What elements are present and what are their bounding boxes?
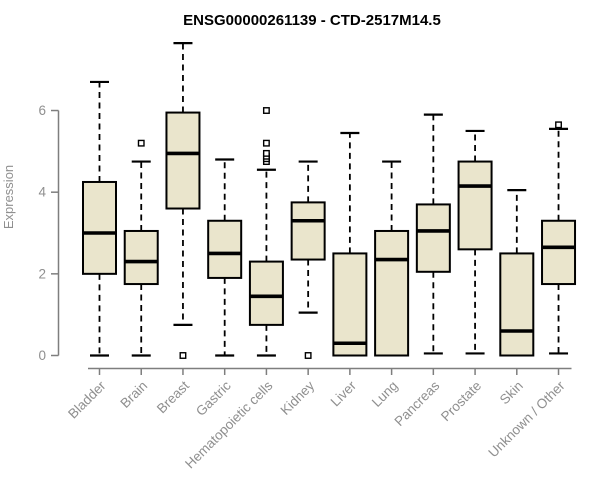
x-tick-label: Kidney <box>277 378 317 418</box>
x-tick-label: Prostate <box>438 378 484 424</box>
x-tick-label: Lung <box>369 378 401 410</box>
y-tick-label: 2 <box>38 266 46 281</box>
y-tick-label: 4 <box>38 185 46 200</box>
boxplot-series-group <box>82 42 577 359</box>
outlier-point-hematopoietic-cells <box>262 149 270 157</box>
box-lung <box>374 229 410 357</box>
box-brain <box>123 229 159 286</box>
chart-title: ENSG00000261139 - CTD-2517M14.5 <box>183 12 441 29</box>
box-pancreas <box>415 203 451 273</box>
outlier-point-hematopoietic-cells <box>262 139 270 147</box>
y-tick-label: 0 <box>38 348 46 363</box>
x-tick-label: Liver <box>328 378 360 410</box>
x-tick-label: Brain <box>117 378 150 411</box>
outlier-point-hematopoietic-cells <box>262 107 270 114</box>
y-tick-label: 6 <box>38 103 46 118</box>
outlier-point-unknown-other <box>555 121 562 129</box>
outlier-point-brain <box>137 139 145 147</box>
x-tick-label: Pancreas <box>392 378 443 429</box>
box-liver <box>332 252 368 357</box>
x-tick-label: Gastric <box>193 378 234 419</box>
outlier-point-kidney <box>304 352 312 359</box>
x-tick-label: Unknown / Other <box>485 378 568 461</box>
x-tick-label: Breast <box>154 378 192 416</box>
box-skin <box>499 252 535 357</box>
box-prostate <box>457 160 493 251</box>
box-unknown-other <box>541 219 577 286</box>
outlier-point-breast <box>179 352 187 359</box>
box-gastric <box>207 219 243 279</box>
x-tick-label: Bladder <box>65 378 109 422</box>
box-bladder <box>82 180 117 275</box>
x-tick-label: Skin <box>497 378 526 407</box>
box-kidney <box>290 201 326 261</box>
box-hematopoietic-cells <box>248 260 284 326</box>
box-breast <box>165 111 201 210</box>
y-axis-label: Expression <box>1 165 16 229</box>
